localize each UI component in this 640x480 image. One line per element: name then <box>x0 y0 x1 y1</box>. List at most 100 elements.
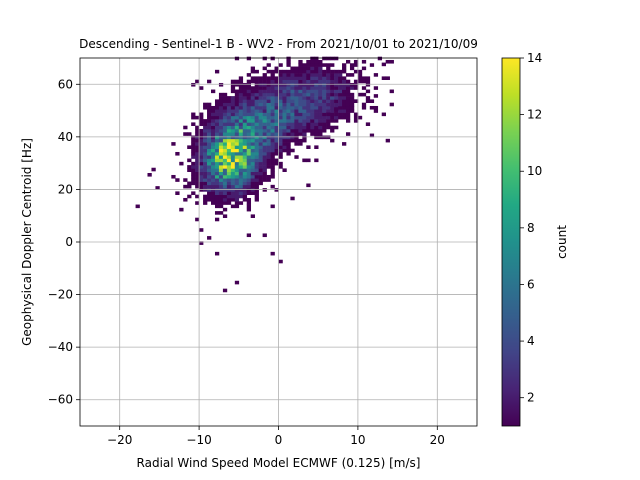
heatmap-cell <box>207 142 212 146</box>
heatmap-cell <box>246 168 252 172</box>
heatmap-cell <box>246 132 252 136</box>
heatmap-cell <box>250 92 255 97</box>
grid-lines <box>80 58 477 426</box>
heatmap-cell <box>270 79 275 84</box>
heatmap-cell <box>306 122 311 126</box>
heatmap-cell <box>214 191 220 195</box>
heatmap-cell <box>191 168 196 172</box>
heatmap-cell <box>250 174 255 179</box>
heatmap-cell <box>298 99 303 103</box>
heatmap-cell <box>286 96 291 100</box>
heatmap-cell <box>234 181 240 186</box>
heatmap-cell <box>302 66 307 71</box>
heatmap-cell <box>373 109 379 113</box>
heatmap-cell <box>338 82 343 87</box>
heatmap-cell <box>345 86 351 90</box>
heatmap-cell <box>230 197 236 202</box>
heatmap-cell <box>326 105 331 110</box>
heatmap-cell <box>195 125 200 130</box>
heatmap-cell <box>195 135 200 140</box>
heatmap-cell <box>214 178 220 182</box>
heatmap-cell <box>230 194 236 199</box>
heatmap-cell <box>222 125 228 130</box>
heatmap-cell <box>365 76 371 80</box>
heatmap-cell <box>250 119 255 123</box>
heatmap-cell <box>254 89 259 94</box>
heatmap-cell <box>286 122 291 126</box>
heatmap-cell <box>338 76 343 80</box>
heatmap-cell <box>234 158 240 163</box>
heatmap-cell <box>302 99 307 103</box>
heatmap-cell <box>254 138 259 143</box>
heatmap-cell <box>207 161 212 166</box>
heatmap-cell <box>266 128 271 133</box>
heatmap-cell <box>306 102 311 107</box>
colorbar-ticks: 2 4 6 8 10 12 14 <box>520 51 542 405</box>
heatmap-cell <box>226 161 232 166</box>
heatmap-cell <box>218 171 224 176</box>
heatmap-cell <box>214 211 220 215</box>
heatmap-cell <box>234 178 240 182</box>
heatmap-cell <box>302 128 307 133</box>
colorbar-tick-label: 2 <box>527 391 535 405</box>
heatmap-cell <box>254 125 259 130</box>
heatmap-cell <box>246 188 252 192</box>
heatmap-cell <box>211 145 216 149</box>
heatmap-cell <box>361 105 367 110</box>
heatmap-cell <box>314 135 319 140</box>
heatmap-cell <box>274 138 279 143</box>
heatmap-cell <box>266 125 271 130</box>
heatmap-cell <box>322 82 327 87</box>
heatmap-cell <box>262 112 267 117</box>
heatmap-cell <box>278 69 283 74</box>
heatmap-cell <box>353 69 359 74</box>
heatmap-cell <box>222 161 228 166</box>
heatmap-cell <box>214 174 220 179</box>
heatmap-cell <box>306 66 311 71</box>
heatmap-cell <box>214 168 220 172</box>
heatmap-cell <box>187 184 192 189</box>
heatmap-cell <box>238 148 244 153</box>
heatmap-cell <box>211 168 216 172</box>
heatmap-cell <box>342 92 347 97</box>
heatmap-cell <box>207 178 212 182</box>
heatmap-cell <box>242 184 248 189</box>
heatmap-cell <box>330 79 335 84</box>
heatmap-cell <box>282 69 287 74</box>
heatmap-cell <box>242 105 248 110</box>
heatmap-cell <box>254 155 259 159</box>
heatmap-cell <box>345 89 351 94</box>
heatmap-cell <box>361 79 367 84</box>
heatmap-cell <box>226 102 232 107</box>
heatmap-cell <box>302 96 307 100</box>
heatmap-cell <box>230 138 236 143</box>
heatmap-cell <box>218 191 224 195</box>
heatmap-cell <box>226 125 232 130</box>
heatmap-cell <box>211 191 216 195</box>
heatmap-cell <box>342 99 347 103</box>
heatmap-cell <box>242 161 248 166</box>
heatmap-cell <box>238 128 244 133</box>
heatmap-cell <box>353 59 359 64</box>
heatmap-cell <box>270 82 275 87</box>
heatmap-cell <box>278 128 283 133</box>
heatmap-cell <box>310 132 315 136</box>
heatmap-cell <box>345 115 351 120</box>
heatmap-cell <box>147 173 152 177</box>
heatmap-cell <box>195 168 200 172</box>
y-axis-label: Geophysical Doppler Centroid [Hz] <box>20 138 34 346</box>
heatmap-cell <box>278 82 283 87</box>
heatmap-cell <box>214 142 220 146</box>
heatmap-cell <box>318 96 323 100</box>
heatmap-cell <box>195 194 200 199</box>
heatmap-cell <box>211 125 216 130</box>
heatmap-cell <box>266 69 271 74</box>
heatmap-cell <box>207 174 212 179</box>
heatmap-cell <box>353 86 359 90</box>
heatmap-cell <box>266 151 271 156</box>
heatmap-cell <box>266 161 271 166</box>
heatmap-cell <box>246 56 252 61</box>
heatmap-cell <box>266 142 271 146</box>
heatmap-cell <box>286 86 291 90</box>
heatmap-cell <box>266 82 271 87</box>
